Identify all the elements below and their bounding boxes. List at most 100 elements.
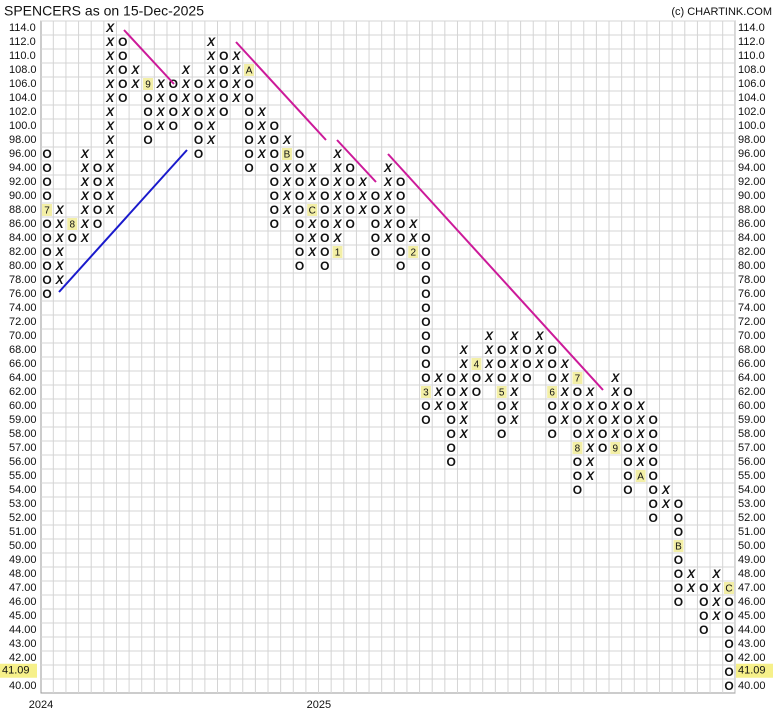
- o-box: O: [270, 133, 279, 147]
- x-box: X: [459, 385, 469, 399]
- x-box: X: [282, 133, 292, 147]
- o-box: O: [42, 273, 51, 287]
- o-box: O: [244, 161, 253, 175]
- o-box: O: [320, 175, 329, 189]
- x-box: X: [711, 609, 721, 623]
- x-box: X: [636, 427, 646, 441]
- o-box: O: [548, 427, 557, 441]
- x-box: X: [332, 189, 342, 203]
- o-box: O: [573, 385, 582, 399]
- x-box: X: [509, 399, 519, 413]
- x-box: X: [459, 427, 469, 441]
- o-box: O: [320, 259, 329, 273]
- o-box: O: [573, 413, 582, 427]
- y-tick-label: 104.0: [9, 92, 37, 104]
- o-box: O: [42, 189, 51, 203]
- y-tick-label: 47.00: [9, 582, 37, 594]
- month-marker: C: [725, 584, 732, 595]
- y-tick-label-right: 96.00: [738, 148, 766, 160]
- x-box: X: [206, 105, 216, 119]
- o-box: O: [623, 441, 632, 455]
- o-box: O: [371, 231, 380, 245]
- o-box: O: [548, 371, 557, 385]
- o-box: O: [623, 385, 632, 399]
- o-box: O: [674, 581, 683, 595]
- o-box: O: [699, 623, 708, 637]
- y-tick-label-right: 53.00: [738, 498, 766, 510]
- y-tick-label-right: 66.00: [738, 358, 766, 370]
- month-marker: 8: [575, 444, 581, 455]
- x-box: X: [307, 217, 317, 231]
- o-box: O: [118, 35, 127, 49]
- month-marker-bg: [244, 64, 255, 76]
- x-box: X: [105, 35, 115, 49]
- x-box: X: [585, 413, 595, 427]
- x-box: X: [206, 119, 216, 133]
- o-box: O: [93, 217, 102, 231]
- y-tick-label: 62.00: [9, 386, 37, 398]
- month-marker-bg: [332, 246, 343, 258]
- x-box: X: [585, 469, 595, 483]
- o-box: O: [421, 245, 430, 259]
- o-box: O: [446, 399, 455, 413]
- o-box: O: [421, 273, 430, 287]
- x-box: X: [610, 399, 620, 413]
- month-marker-bg: [724, 582, 734, 594]
- o-box: O: [623, 413, 632, 427]
- x-box: X: [206, 91, 216, 105]
- o-box: O: [42, 161, 51, 175]
- x-box: X: [332, 217, 342, 231]
- o-box: O: [421, 357, 430, 371]
- x-box: X: [560, 399, 570, 413]
- x-box: X: [105, 203, 115, 217]
- x-box: X: [257, 105, 267, 119]
- y-tick-label: 76.00: [9, 288, 37, 300]
- resistance-line: [336, 139, 377, 183]
- y-tick-label: 60.00: [9, 400, 37, 412]
- current-price-bg: [736, 663, 773, 678]
- x-box: X: [257, 119, 267, 133]
- resistance-line: [387, 153, 604, 391]
- month-marker: 1: [335, 248, 341, 259]
- y-tick-label: 92.00: [9, 176, 37, 188]
- o-box: O: [396, 217, 405, 231]
- y-tick-label-right: 76.00: [738, 288, 766, 300]
- x-box: X: [307, 231, 317, 245]
- o-box: O: [573, 399, 582, 413]
- y-tick-label: 48.00: [9, 568, 37, 580]
- o-box: O: [42, 217, 51, 231]
- x-box: X: [206, 49, 216, 63]
- o-box: O: [143, 133, 152, 147]
- y-tick-label: 112.0: [9, 36, 36, 48]
- o-box: O: [421, 315, 430, 329]
- x-box: X: [686, 581, 696, 595]
- y-tick-label-right: 90.00: [738, 190, 766, 202]
- x-box: X: [585, 441, 595, 455]
- o-box: O: [244, 105, 253, 119]
- x-box: X: [610, 385, 620, 399]
- x-box: X: [105, 21, 115, 35]
- y-tick-label-right: 84.00: [738, 232, 766, 244]
- o-box: O: [371, 245, 380, 259]
- y-tick-label: 98.00: [9, 134, 37, 146]
- o-box: O: [118, 63, 127, 77]
- x-box: X: [80, 175, 90, 189]
- x-box: X: [206, 133, 216, 147]
- o-box: O: [699, 609, 708, 623]
- o-box: O: [674, 525, 683, 539]
- month-marker: 5: [499, 388, 505, 399]
- current-price-label: 41.09: [738, 665, 766, 677]
- y-tick-label-right: 72.00: [738, 316, 766, 328]
- column: O8: [67, 218, 78, 245]
